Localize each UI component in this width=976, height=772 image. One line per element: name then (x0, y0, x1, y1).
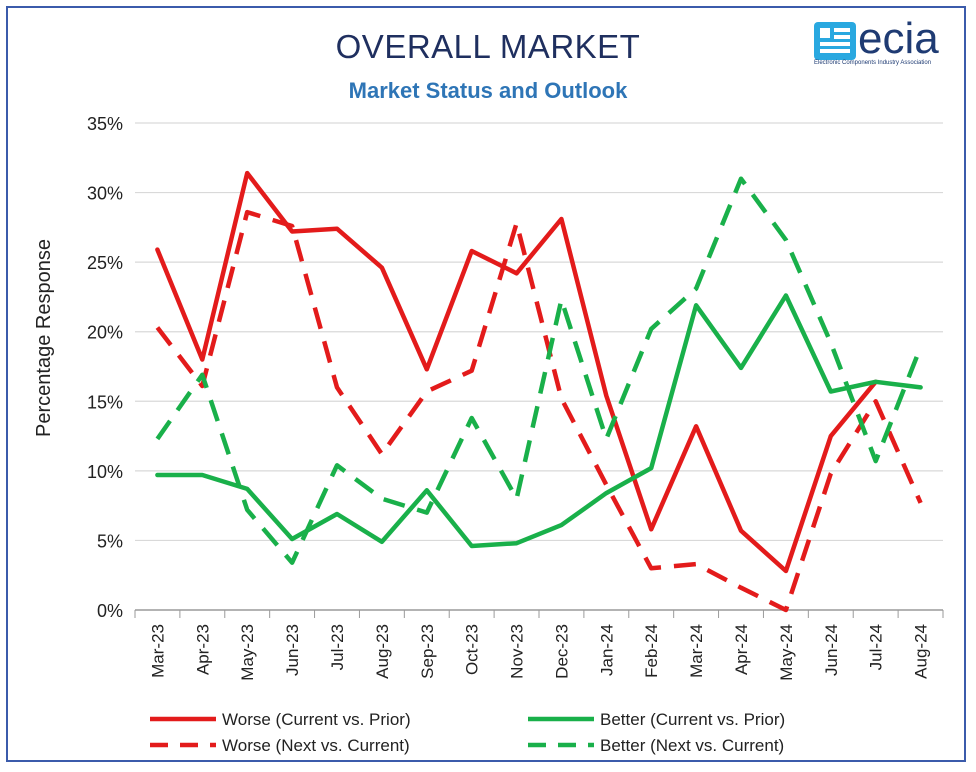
y-tick-label: 20% (87, 323, 123, 343)
x-tick-label: Apr-24 (732, 624, 751, 675)
chart-subtitle: Market Status and Outlook (348, 78, 628, 103)
y-tick-label: 15% (87, 392, 123, 412)
logo-wordmark: ecia (858, 14, 939, 63)
y-axis-label: Percentage Response (33, 239, 55, 437)
x-tick-label: Aug-23 (373, 624, 392, 679)
x-tick-label: Oct-23 (463, 624, 482, 675)
x-tick-label: May-24 (777, 624, 796, 681)
legend: Worse (Current vs. Prior) Better (Current… (150, 710, 785, 755)
x-axis: Mar-23 Apr-23 May-23 Jun-23 Jul-23 Aug-23 Sep-… (134, 610, 944, 681)
x-tick-label: Apr-23 (193, 624, 212, 675)
ecia-logo: ecia Electronic Components Industry Asso… (812, 14, 962, 72)
x-tick-label: Feb-24 (642, 624, 661, 678)
x-tick-label: Mar-24 (687, 624, 706, 678)
legend-label: Worse (Next vs. Current) (222, 736, 410, 755)
y-tick-labels: 0% 5% 10% 15% 20% 25% 30% 35% (87, 114, 123, 621)
x-tick-label: Jan-24 (597, 624, 616, 676)
x-tick-label: Jul-23 (328, 624, 347, 670)
series-line-2 (155, 293, 923, 549)
legend-label: Better (Next vs. Current) (600, 736, 784, 755)
y-tick-label: 25% (87, 253, 123, 273)
x-tick-label: May-23 (238, 624, 257, 681)
x-tick-label: Nov-23 (508, 624, 527, 679)
y-tick-label: 5% (97, 531, 123, 551)
ecia-logo-icon (814, 22, 856, 60)
x-tick-label: Sep-23 (418, 624, 437, 679)
y-tick-label: 10% (87, 462, 123, 482)
x-tick-label: Jun-23 (283, 624, 302, 676)
x-tick-label: Jun-24 (822, 624, 841, 676)
x-tick-label: Jul-24 (867, 624, 886, 670)
chart-title: OVERALL MARKET (335, 28, 641, 65)
series-line-1 (155, 170, 878, 574)
legend-label: Worse (Current vs. Prior) (222, 710, 411, 729)
x-tick-label: Dec-23 (552, 624, 571, 679)
series-lines (155, 170, 923, 613)
series-line-3 (155, 209, 923, 613)
logo-tagline: Electronic Components Industry Associati… (814, 60, 932, 66)
chart-frame (6, 6, 966, 762)
grid-lines (135, 122, 943, 611)
y-tick-label: 0% (97, 601, 123, 621)
legend-label: Better (Current vs. Prior) (600, 710, 785, 729)
series-line-4 (155, 176, 923, 565)
x-tick-label: Mar-23 (148, 624, 167, 678)
y-tick-label: 35% (87, 114, 123, 134)
x-tick-label: Aug-24 (912, 624, 931, 679)
y-tick-label: 30% (87, 184, 123, 204)
